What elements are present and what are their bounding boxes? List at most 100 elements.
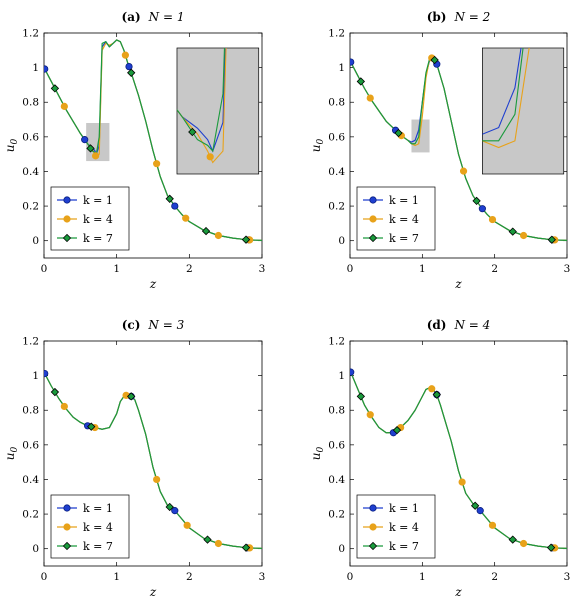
data-point-2 (458, 478, 466, 486)
chart-title: (d) N = 4 (427, 318, 491, 332)
data-point-3 (127, 68, 136, 77)
data-point-2 (428, 385, 436, 393)
x-tick-label: 2 (491, 571, 498, 583)
y-tick-label: 0.4 (328, 474, 345, 486)
data-point-2 (488, 215, 497, 224)
data-point-1 (350, 368, 355, 376)
data-point-3 (165, 502, 174, 512)
legend-marker-3 (62, 541, 72, 551)
y-tick-label: 1 (32, 370, 39, 382)
y-tick-label: 0 (32, 235, 39, 247)
data-point-3 (394, 128, 403, 138)
chart-title-label: (d) (427, 318, 447, 332)
legend-label-3: k = 7 (389, 232, 419, 245)
legend: k = 1 k = 4 k = 7 (356, 186, 436, 251)
data-point-1 (171, 507, 179, 515)
legend-marker-2 (369, 215, 377, 223)
x-axis-label: z (454, 585, 462, 598)
data-point-3 (472, 196, 481, 206)
legend-label-2: k = 4 (83, 521, 113, 534)
y-axis-label: u0 (3, 447, 20, 461)
data-point-3 (87, 422, 96, 431)
data-point-3 (432, 390, 441, 399)
x-tick-label: 2 (491, 263, 498, 275)
data-point-2 (214, 539, 222, 548)
data-point-3 (203, 535, 212, 544)
y-tick-label: 1 (338, 370, 345, 382)
legend-marker-2 (369, 523, 377, 531)
data-point-1 (350, 58, 355, 66)
y-tick-label: 0.2 (22, 509, 39, 521)
legend-label-3: k = 7 (83, 540, 113, 553)
y-tick-label: 0.8 (328, 405, 345, 417)
y-tick-label: 0.6 (328, 439, 345, 451)
y-tick-label: 0.2 (22, 201, 39, 213)
y-tick-label: 0.2 (328, 509, 345, 521)
data-point-2 (60, 102, 68, 110)
x-tick-label: 1 (419, 263, 426, 275)
x-axis-label: z (454, 277, 462, 291)
data-point-3 (547, 235, 556, 244)
data-point-2 (60, 402, 68, 411)
chart-title-label: (a) (122, 10, 141, 24)
x-tick-label: 0 (41, 571, 48, 583)
data-point-1 (476, 507, 484, 515)
y-axis-label-main: u (3, 453, 17, 461)
data-point-1 (44, 65, 49, 73)
data-point-3 (392, 425, 402, 435)
x-tick-label: 0 (347, 571, 354, 583)
x-tick-label: 3 (564, 571, 571, 583)
series-lines (350, 368, 567, 552)
y-axis-label-subscript: 0 (10, 139, 20, 145)
y-tick-label: 1.2 (328, 28, 345, 40)
data-point-3 (546, 543, 556, 552)
x-tick-label: 2 (186, 571, 193, 583)
data-point-3 (201, 226, 211, 236)
x-tick-label: 1 (113, 571, 120, 583)
legend-label-2: k = 4 (389, 213, 419, 226)
y-tick-label: 0.8 (328, 97, 345, 109)
legend-marker-1 (369, 504, 377, 512)
y-tick-label: 0.6 (22, 131, 39, 143)
plot-frame (43, 32, 263, 259)
x-tick-label: 3 (259, 571, 266, 583)
chart-title: (a) N = 1 (122, 10, 185, 24)
plot-frame (349, 340, 568, 567)
data-point-2 (459, 167, 468, 175)
y-tick-label: 0.6 (328, 131, 345, 143)
legend-marker-2 (63, 523, 71, 531)
legend-marker-3 (62, 233, 72, 243)
legend-label-3: k = 7 (389, 540, 419, 553)
chart-title-text: N = 4 (453, 318, 490, 332)
series-lines (44, 39, 262, 244)
y-tick-label: 1 (32, 62, 39, 74)
x-tick-label: 0 (41, 263, 48, 275)
legend-marker-3 (368, 541, 378, 551)
legend: k = 1 k = 4 k = 7 (356, 494, 436, 559)
y-axis-label: u0 (309, 139, 326, 153)
legend-label-2: k = 4 (83, 213, 113, 226)
data-point-3 (356, 77, 366, 86)
inset-point-2 (206, 153, 214, 161)
legend-label-1: k = 1 (83, 194, 113, 207)
data-point-2 (153, 475, 161, 484)
data-point-2 (91, 152, 100, 160)
y-tick-label: 0.8 (22, 97, 39, 109)
chart-title-text: N = 2 (453, 10, 490, 24)
legend: k = 1 k = 4 k = 7 (50, 494, 130, 559)
data-point-2 (121, 51, 129, 59)
chart-title: (b) N = 2 (427, 10, 491, 24)
y-tick-label: 0.4 (22, 166, 39, 178)
legend-label-3: k = 7 (83, 232, 113, 245)
inset-zoom (482, 47, 565, 175)
inset-frame (482, 47, 565, 175)
x-axis-label: z (149, 585, 157, 598)
data-point-3 (241, 235, 251, 244)
data-point-2 (153, 160, 161, 168)
legend-label-1: k = 1 (83, 502, 113, 515)
x-tick-label: 0 (347, 263, 354, 275)
data-point-2 (214, 231, 222, 240)
